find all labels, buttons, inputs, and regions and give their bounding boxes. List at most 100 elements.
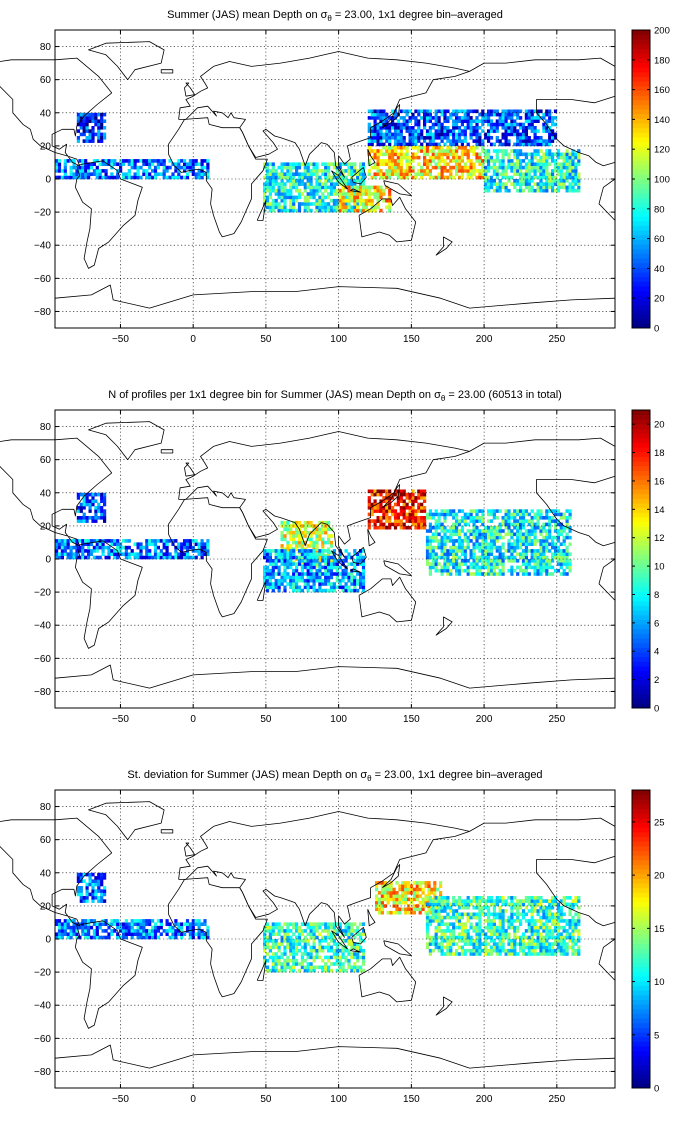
y-tick-label: −20: [34, 208, 51, 219]
colorbar-tick-label: 0: [654, 1084, 659, 1095]
colorbar-tick-label: 18: [654, 448, 665, 459]
colorbar-tick-label: 20: [654, 294, 665, 305]
coastlines: [0, 421, 616, 689]
colorbar-tick-label: 20: [654, 420, 665, 431]
x-tick-label: −50: [112, 714, 129, 725]
region-1: [367, 145, 485, 180]
y-tick-label: 80: [40, 422, 52, 433]
y-tick-label: −20: [34, 968, 51, 979]
y-tick-label: −40: [34, 241, 51, 252]
y-tick-label: 20: [40, 141, 52, 152]
y-tick-label: −60: [34, 1034, 51, 1045]
y-tick-label: 40: [40, 488, 52, 499]
y-tick-label: −80: [34, 307, 51, 318]
region-3: [263, 549, 366, 593]
x-tick-label: 100: [330, 714, 347, 725]
y-tick-label: 80: [40, 42, 52, 53]
y-tick-label: −60: [34, 654, 51, 665]
chart-title: N of profiles per 1x1 degree bin for Sum…: [108, 389, 562, 403]
colorbar-tick-label: 6: [654, 618, 659, 629]
x-tick-label: 100: [330, 1094, 347, 1105]
y-tick-label: −20: [34, 588, 51, 599]
colorbar-tick-label: 200: [654, 26, 670, 37]
map-panel-2: N of profiles per 1x1 degree bin for Sum…: [0, 389, 665, 725]
y-tick-label: 0: [45, 935, 51, 946]
y-tick-label: 60: [40, 835, 52, 846]
region-0: [367, 109, 558, 147]
y-tick-label: 60: [40, 455, 52, 466]
colorbar-tick-label: 2: [654, 675, 659, 686]
y-tick-label: 60: [40, 75, 52, 86]
y-tick-label: −40: [34, 621, 51, 632]
chart-title: Summer (JAS) mean Depth on σθ = 23.00, 1…: [167, 9, 503, 23]
region-5: [76, 492, 107, 523]
y-tick-label: 0: [45, 555, 51, 566]
colorbar-tick-label: 8: [654, 590, 659, 601]
x-tick-label: 100: [330, 334, 347, 345]
x-tick-label: 250: [548, 1094, 565, 1105]
x-tick-label: 250: [548, 334, 565, 345]
colorbar-tick-label: 25: [654, 817, 665, 828]
colorbar-tick-label: 14: [654, 505, 665, 516]
region-0: [367, 489, 427, 530]
y-tick-label: 20: [40, 521, 52, 532]
y-tick-label: −80: [34, 1067, 51, 1078]
colorbar: 0 5 10 15 20 25: [631, 789, 665, 1095]
region-1: [425, 896, 581, 956]
y-tick-label: 0: [45, 175, 51, 186]
colorbar-tick-label: 180: [654, 55, 670, 66]
y-tick-label: 40: [40, 108, 52, 119]
region-6: [76, 112, 107, 143]
data-cells: [55, 489, 572, 593]
colorbar: 0 20 40 60 80 100 120 140 160 180 200: [631, 26, 670, 335]
x-tick-label: 50: [260, 1094, 272, 1105]
colorbar-tick-label: 5: [654, 1030, 659, 1041]
x-tick-label: 200: [476, 714, 493, 725]
map-panel-3: St. deviation for Summer (JAS) mean Dept…: [0, 769, 665, 1105]
x-tick-label: 200: [476, 334, 493, 345]
colorbar-tick-label: 0: [654, 704, 659, 715]
x-tick-label: 0: [190, 714, 196, 725]
colorbar-tick-label: 10: [654, 562, 665, 573]
colorbar-tick-label: 10: [654, 977, 665, 988]
data-cells: [55, 109, 581, 213]
colorbar-tick-label: 0: [654, 324, 659, 335]
y-tick-label: −80: [34, 687, 51, 698]
colorbar-tick-label: 12: [654, 533, 665, 544]
y-tick-label: 20: [40, 901, 52, 912]
colorbar-tick-label: 80: [654, 204, 665, 215]
x-tick-label: 200: [476, 1094, 493, 1105]
x-tick-label: 250: [548, 714, 565, 725]
region-2: [484, 149, 581, 193]
colorbar-tick-label: 20: [654, 871, 665, 882]
x-tick-label: 50: [260, 714, 272, 725]
map-panel-1: Summer (JAS) mean Depth on σθ = 23.00, 1…: [0, 9, 670, 345]
region-3: [263, 162, 366, 213]
x-tick-label: 150: [403, 1094, 420, 1105]
colorbar-tick-label: 40: [654, 264, 665, 275]
colorbar: 0 2 4 6 8 10 12 14 16 18 20: [631, 409, 665, 715]
y-tick-label: −40: [34, 1001, 51, 1012]
region-4: [338, 185, 392, 213]
region-1: [425, 509, 572, 576]
chart-title: St. deviation for Summer (JAS) mean Dept…: [127, 769, 542, 783]
region-3: [55, 919, 210, 940]
y-tick-label: −60: [34, 274, 51, 285]
region-4: [76, 872, 107, 903]
x-tick-label: 150: [403, 714, 420, 725]
y-tick-label: 80: [40, 802, 52, 813]
x-tick-label: 50: [260, 334, 272, 345]
x-tick-label: 0: [190, 334, 196, 345]
x-tick-label: 150: [403, 334, 420, 345]
colorbar-tick-label: 16: [654, 476, 665, 487]
colorbar-tick-label: 15: [654, 924, 665, 935]
x-tick-label: 0: [190, 1094, 196, 1105]
x-tick-label: −50: [112, 1094, 129, 1105]
x-tick-label: −50: [112, 334, 129, 345]
y-tick-label: 40: [40, 868, 52, 879]
region-5: [55, 159, 210, 180]
colorbar-tick-label: 4: [654, 647, 659, 658]
colorbar-tick-label: 100: [654, 175, 670, 186]
colorbar-tick-label: 140: [654, 115, 670, 126]
